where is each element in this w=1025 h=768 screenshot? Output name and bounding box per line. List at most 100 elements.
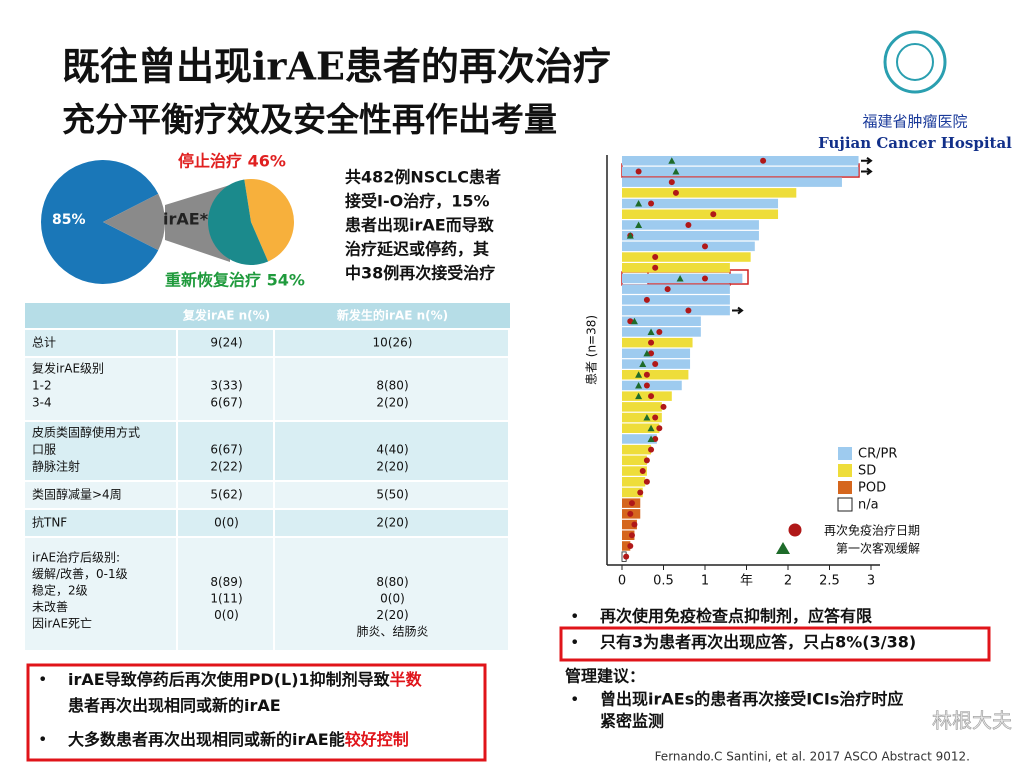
pie-slice (244, 179, 294, 262)
pie-slice (207, 179, 269, 265)
table-text: 稳定，2级 (32, 583, 88, 598)
bullet: • (570, 690, 579, 709)
x-tick-label: 2 (784, 574, 792, 589)
swimmer-bar (622, 466, 647, 476)
legend-swatch (838, 447, 852, 460)
table-cell (178, 510, 273, 536)
table-text: 8(89) (210, 575, 242, 589)
table-cell (275, 482, 508, 508)
table-text: 10(26) (373, 336, 413, 350)
response-triangle (672, 167, 680, 175)
table-text: 2(20) (376, 396, 408, 410)
table-cell (25, 510, 176, 536)
table-header-cell: 新发生的irAE n(%) (337, 308, 448, 323)
table-text: 0(0) (380, 592, 405, 606)
pie-label: irAE* (163, 210, 209, 229)
swimmer-bar (622, 530, 635, 540)
table-text: 5(62) (210, 488, 242, 502)
table-text: 静脉注射 (32, 459, 80, 474)
response-triangle (635, 392, 643, 400)
table-cell (275, 538, 508, 650)
note-text: 曾出现irAEs的患者再次接受ICIs治疗时应 (600, 690, 903, 709)
note-text: 只有3为患者再次出现应答，只占8%(3/38) (600, 633, 916, 652)
pie-label: 重新恢复治疗 54% (165, 271, 305, 290)
response-triangle (639, 360, 647, 368)
bullet: • (38, 730, 47, 749)
table-text: 3(33) (210, 379, 242, 393)
response-triangle (647, 424, 655, 432)
table-cell (25, 422, 176, 480)
ongoing-arrow (861, 156, 873, 165)
legend-swatch (838, 464, 852, 477)
table-cell (275, 358, 508, 420)
table-cell (178, 330, 273, 356)
swimmer-bar (622, 519, 637, 530)
swimmer-bar (622, 230, 759, 241)
retreatment-dot (635, 168, 642, 175)
table-cell (178, 538, 273, 650)
table-text: 类固醇减量>4周 (32, 487, 122, 502)
table-text: 肺炎、结肠炎 (356, 625, 428, 639)
swimmer-bar (622, 284, 730, 294)
table-cell (25, 482, 176, 508)
legend-label: SD (858, 464, 876, 479)
swimmer-bar (622, 316, 701, 326)
swimmer-bar (622, 241, 755, 252)
retreatment-dot (643, 457, 650, 464)
pie-slice (40, 160, 159, 284)
swimmer-bar (622, 263, 730, 273)
legend-label: POD (858, 481, 886, 496)
table-text: 2(20) (376, 608, 408, 622)
legend-label: n/a (858, 498, 879, 513)
retreatment-dot (628, 500, 635, 507)
swimmer-bar (622, 198, 779, 209)
x-tick-label: 1 (701, 574, 709, 589)
retreatment-dot (627, 542, 634, 549)
table-text: 6(67) (210, 396, 242, 410)
response-triangle (676, 274, 684, 282)
text-run: 较好控制 (345, 730, 409, 749)
table-text: 2(22) (210, 460, 242, 474)
table-text: 8(80) (376, 379, 408, 393)
response-triangle (626, 232, 634, 239)
table-text: 缓解/改善，0-1级 (32, 566, 128, 581)
title: 既往曾出现irAE患者的再次治疗 (62, 44, 611, 89)
swimmer-bar (622, 370, 689, 380)
legend-swatch (837, 497, 853, 512)
swimmer-bar (622, 380, 682, 391)
table-text: 3-4 (32, 396, 52, 410)
table-text: 因irAE死亡 (32, 617, 92, 631)
bullet-text: irAE导致停药后再次使用PD(L)1抑制剂导致半数 (68, 670, 423, 689)
swimmer-bar (622, 541, 631, 551)
response-triangle (647, 435, 655, 442)
swimmer-bar (622, 434, 657, 444)
retreatment-dot (639, 468, 646, 475)
response-triangle (643, 414, 651, 421)
note-text: 紧密监测 (600, 712, 664, 731)
legend-label: 第一次客观缓解 (836, 541, 920, 556)
x-tick-label: 2.5 (819, 574, 840, 589)
swimmer-bar (622, 156, 859, 166)
response-triangle (635, 371, 643, 378)
x-tick-label: 0.5 (653, 574, 674, 589)
table-text: 2(20) (376, 460, 408, 474)
right-highlight-box (559, 626, 991, 662)
text-run: 半数 (390, 670, 423, 689)
watermark: 林根大夫 (932, 709, 1012, 733)
retreatment-dot (710, 211, 717, 218)
legend-swatch (838, 481, 852, 494)
summary-line: 治疗延迟或停药，其 (345, 240, 489, 259)
table-header-cell: 复发irAE n(%) (182, 308, 270, 323)
swimmer-bar (622, 412, 662, 423)
table-text: 口服 (32, 443, 56, 457)
swimmer-bar (622, 252, 751, 262)
retreatment-dot (643, 478, 650, 485)
bullet: • (570, 607, 579, 626)
retreatment-dot (672, 189, 679, 196)
table-cell (25, 358, 176, 420)
pie-label: 停止治疗 46% (178, 152, 286, 171)
content: 85% 停止治疗 46% 重新恢复治疗 54% irAE* 共482例NSCLC患者接受… (25, 152, 1012, 764)
summary-line: 患者出现irAE而导致 (345, 216, 495, 235)
swimmer-bar (622, 455, 647, 466)
bullet-text: 大多数患者再次出现相同或新的irAE能较好控制 (68, 730, 409, 749)
